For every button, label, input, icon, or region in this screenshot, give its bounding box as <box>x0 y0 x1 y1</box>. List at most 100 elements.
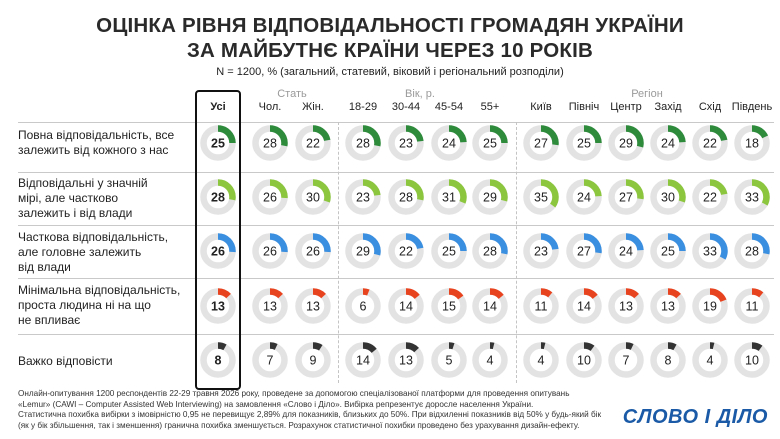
donut: 8 <box>200 342 236 378</box>
footnote-line: Статистична похибка вибірки з імовірніст… <box>18 410 602 419</box>
donut-value-label: 28 <box>263 137 277 151</box>
row-label-line: залежить і від влади <box>18 206 133 220</box>
donut-value-arc <box>734 125 770 161</box>
donut-value-arc <box>200 288 236 324</box>
group-label-age: Вік, р. <box>405 88 435 100</box>
donut: 7 <box>252 342 288 378</box>
donut-value-arc <box>692 125 728 161</box>
donut-value-label: 14 <box>356 354 370 368</box>
donut-value-label: 27 <box>577 245 591 259</box>
donut-value-label: 10 <box>577 354 591 368</box>
donut-value-arc <box>252 342 288 378</box>
donut-value-label: 24 <box>661 137 675 151</box>
column-header: Чол. <box>258 101 282 113</box>
footnote-line: (як у бік збільшення, так і зменшення) г… <box>18 420 580 430</box>
donut: 25 <box>472 125 508 161</box>
total-column-highlight <box>195 90 241 390</box>
donut: 24 <box>608 233 644 269</box>
donut-value-label: 24 <box>577 191 591 205</box>
chart-title-line-1: ОЦІНКА РІВНЯ ВІДПОВІДАЛЬНОСТІ ГРОМАДЯН У… <box>96 14 684 37</box>
row-label-line: не впливає <box>18 313 81 327</box>
donut: 33 <box>734 179 770 215</box>
donut: 11 <box>734 288 770 324</box>
donut: 13 <box>200 288 236 324</box>
donut-value-arc <box>650 342 686 378</box>
donut-value-arc <box>608 233 644 269</box>
donut-value-label: 19 <box>703 300 717 314</box>
group-divider <box>516 122 517 383</box>
donut: 13 <box>388 342 424 378</box>
donut: 28 <box>472 233 508 269</box>
donut-value-label: 18 <box>745 137 759 151</box>
donut-value-label: 28 <box>745 245 759 259</box>
donut-value-arc <box>472 179 508 215</box>
donut-value-label: 30 <box>306 191 320 205</box>
donut-value-label: 25 <box>661 245 675 259</box>
donut-value-arc <box>200 233 236 269</box>
donut-value-label: 13 <box>211 300 225 314</box>
donut-value-arc <box>734 233 770 269</box>
donut-value-label: 28 <box>399 191 413 205</box>
donut: 15 <box>431 288 467 324</box>
donut-value-label: 13 <box>399 354 413 368</box>
donut-value-arc <box>692 342 728 378</box>
donut-value-arc <box>295 233 331 269</box>
column-header: Схід <box>698 101 722 113</box>
donut-value-label: 14 <box>399 300 413 314</box>
donut: 26 <box>200 233 236 269</box>
row-label-line: мірі, але частково <box>18 191 119 205</box>
column-header: Жін. <box>302 101 324 113</box>
donut-value-arc <box>431 125 467 161</box>
donut-value-label: 24 <box>619 245 633 259</box>
donut: 35 <box>523 179 559 215</box>
methodology-footnote: Онлайн-опитування 1200 респондентів 22-2… <box>18 389 618 431</box>
row-separator <box>18 278 774 279</box>
donut-value-arc <box>523 288 559 324</box>
donut-value-label: 28 <box>211 191 225 205</box>
donut-value-arc <box>566 125 602 161</box>
row-separator <box>18 122 774 123</box>
donut-value-arc <box>431 288 467 324</box>
donut-value-label: 28 <box>356 137 370 151</box>
donut-value-label: 4 <box>487 354 494 368</box>
row-label-line: Повна відповідальність, все <box>18 128 175 142</box>
row-label-line: Мінімальна відповідальність, <box>18 283 181 297</box>
donut: 22 <box>692 179 728 215</box>
donut-value-label: 13 <box>306 300 320 314</box>
donut-value-arc <box>734 342 770 378</box>
donut-value-arc <box>345 179 381 215</box>
donut: 23 <box>345 179 381 215</box>
donut-value-label: 31 <box>442 191 456 205</box>
donut-value-label: 25 <box>211 137 225 151</box>
donut: 14 <box>345 342 381 378</box>
donut-value-arc <box>345 342 381 378</box>
donut-value-label: 27 <box>619 191 633 205</box>
donut-value-label: 5 <box>446 354 453 368</box>
row-label-line: від влади <box>18 260 71 274</box>
donut: 26 <box>252 233 288 269</box>
donut: 13 <box>650 288 686 324</box>
donut-value-arc <box>431 342 467 378</box>
donut-value-label: 7 <box>267 354 274 368</box>
donut-value-arc <box>345 233 381 269</box>
donut-value-arc <box>388 125 424 161</box>
donut-value-arc <box>566 288 602 324</box>
donut-value-label: 26 <box>306 245 320 259</box>
donut-value-label: 8 <box>215 354 222 368</box>
donut-value-label: 26 <box>263 245 277 259</box>
donut-value-arc <box>472 342 508 378</box>
donut-value-label: 22 <box>703 137 717 151</box>
donut: 13 <box>608 288 644 324</box>
row-label-line: Часткова відповідальність, <box>18 230 169 244</box>
footnote-line: «Lemur» (CAWI – Computer Assisted Web In… <box>18 399 534 409</box>
donut: 14 <box>388 288 424 324</box>
donut-value-label: 28 <box>483 245 497 259</box>
donut-value-arc <box>608 179 644 215</box>
column-header: Центр <box>610 101 642 113</box>
donut: 10 <box>734 342 770 378</box>
donut: 9 <box>295 342 331 378</box>
donut-value-label: 11 <box>746 300 759 314</box>
group-label-sex: Стать <box>277 88 307 100</box>
donut: 27 <box>608 179 644 215</box>
donut-value-arc <box>431 179 467 215</box>
